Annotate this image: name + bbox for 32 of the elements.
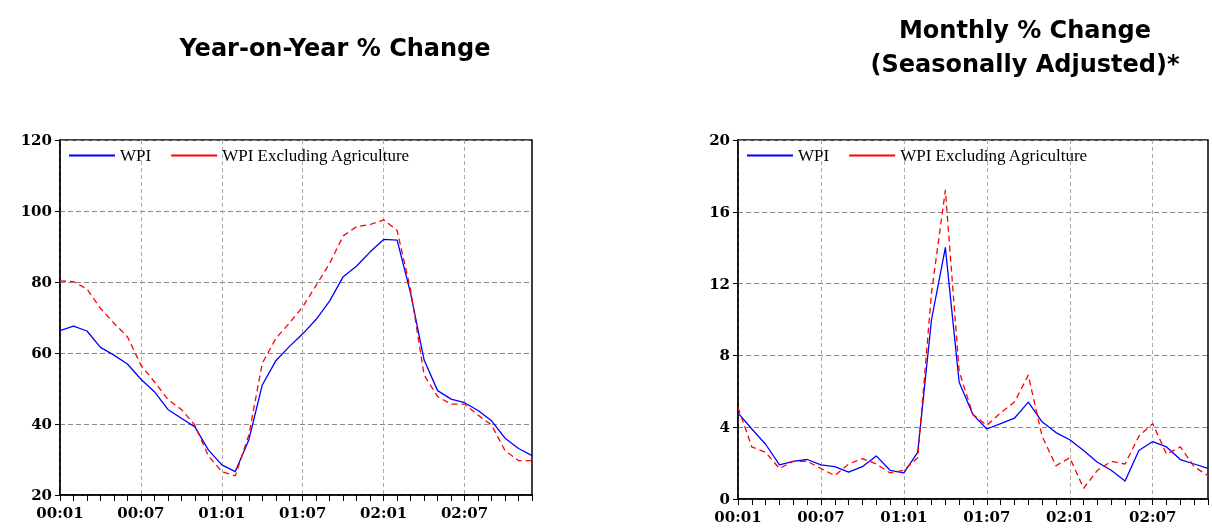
y-tick-label: 8 bbox=[719, 346, 730, 365]
legend-label: WPI Excluding Agriculture bbox=[900, 146, 1088, 165]
line-series bbox=[737, 189, 1209, 489]
y-tick-label: 16 bbox=[709, 202, 730, 221]
legend-label: WPI bbox=[798, 146, 830, 165]
legend-label: WPI bbox=[120, 146, 152, 165]
legend-label: WPI Excluding Agriculture bbox=[222, 146, 410, 165]
x-tick-label: 02:07 bbox=[440, 503, 489, 522]
x-tick-label: 00:01 bbox=[36, 503, 84, 522]
y-tick-label: 60 bbox=[31, 344, 52, 362]
x-tick-label: 02:01 bbox=[1046, 507, 1094, 526]
y-tick-label: 80 bbox=[31, 273, 52, 291]
x-tick-label: 00:07 bbox=[797, 507, 845, 526]
y-tick-label: 4 bbox=[719, 418, 730, 437]
x-tick-label: 00:07 bbox=[117, 503, 165, 522]
y-tick-label: 20 bbox=[709, 131, 730, 149]
x-tick-label: 02:07 bbox=[1129, 507, 1177, 526]
y-tick-label: 0 bbox=[719, 490, 730, 508]
x-tick-label: 01:07 bbox=[963, 507, 1011, 526]
y-tick-label: 40 bbox=[31, 415, 52, 433]
y-tick-label: 100 bbox=[20, 202, 52, 220]
y-tick-label: 12 bbox=[709, 274, 730, 293]
x-tick-label: 00:01 bbox=[714, 507, 762, 526]
y-tick-label: 120 bbox=[20, 131, 52, 149]
x-tick-label: 01:01 bbox=[198, 503, 246, 522]
chart-title: Monthly % Change (Seasonally Adjusted)* bbox=[870, 16, 1180, 78]
chart-title: Year-on-Year % Change bbox=[178, 34, 491, 62]
x-tick-label: 01:07 bbox=[279, 503, 327, 522]
line-series bbox=[737, 247, 1209, 482]
x-tick-label: 02:01 bbox=[360, 503, 408, 522]
y-tick-label: 20 bbox=[31, 486, 52, 504]
x-tick-label: 01:01 bbox=[880, 507, 928, 526]
